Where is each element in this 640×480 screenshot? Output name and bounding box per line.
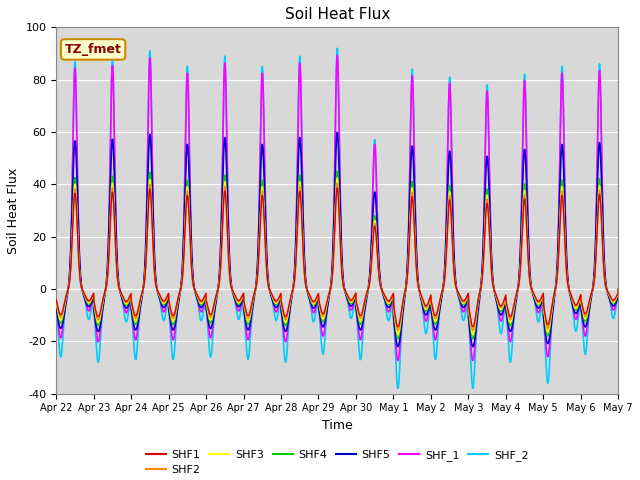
Legend: SHF1, SHF2, SHF3, SHF4, SHF5, SHF_1, SHF_2: SHF1, SHF2, SHF3, SHF4, SHF5, SHF_1, SHF… — [141, 445, 533, 480]
Text: TZ_fmet: TZ_fmet — [65, 43, 122, 56]
Y-axis label: Soil Heat Flux: Soil Heat Flux — [7, 168, 20, 253]
Title: Soil Heat Flux: Soil Heat Flux — [285, 7, 390, 22]
X-axis label: Time: Time — [322, 419, 353, 432]
